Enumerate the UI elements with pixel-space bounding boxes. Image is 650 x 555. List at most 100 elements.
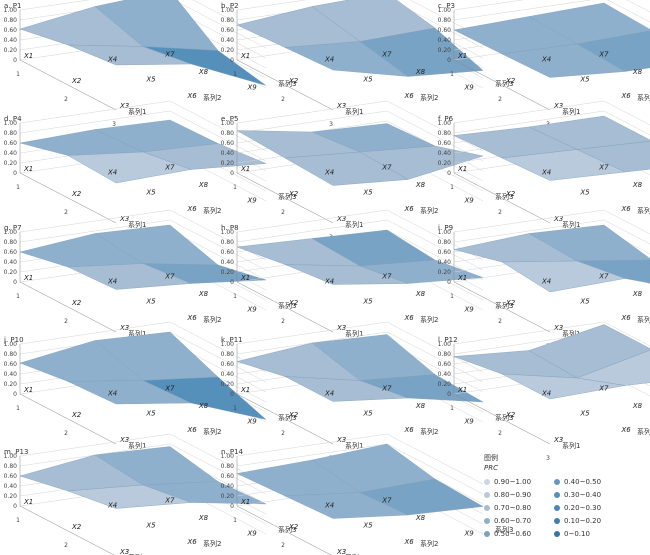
grid-line <box>19 0 267 49</box>
y-tick-label: 0.20 <box>221 381 235 388</box>
x-point-label: X4 <box>107 56 117 64</box>
x-point-label: X3 <box>336 102 346 110</box>
series-tick-label: 系列3 <box>495 525 513 534</box>
x-point-label: X6 <box>621 426 632 434</box>
series-tick-label: 系列1 <box>128 553 146 555</box>
x-point-label: X1 <box>23 498 33 506</box>
series-tick-label: 系列1 <box>128 220 146 229</box>
row-tick-label: 2 <box>281 96 285 103</box>
y-tick-label: 1.00 <box>221 229 235 236</box>
x-point-label: X8 <box>415 181 426 189</box>
x-point-label: X2 <box>288 523 299 531</box>
x-point-label: X5 <box>362 410 373 418</box>
surface-facet <box>67 484 192 509</box>
x-point-label: X6 <box>404 538 415 546</box>
x-point-label: X6 <box>187 426 198 434</box>
row-tick-label: 1 <box>450 71 454 78</box>
x-point-label: X1 <box>240 498 250 506</box>
legend-label: 0.30~0.40 <box>564 491 602 499</box>
chart-title: m. P13 <box>4 448 28 456</box>
x-point-label: X9 <box>464 196 475 204</box>
row-tick-label: 2 <box>498 318 502 325</box>
legend-item: 0.70~0.80 <box>484 503 531 513</box>
x-point-label: X5 <box>362 189 373 197</box>
x-point-label: X8 <box>632 68 643 76</box>
grid-line <box>453 0 650 23</box>
row-tick-label: 2 <box>281 209 285 216</box>
series-tick-label: 系列1 <box>128 329 146 338</box>
row-tick-label: 1 <box>16 517 20 524</box>
x-point-label: X3 <box>119 102 129 110</box>
x-point-label: X2 <box>71 411 82 419</box>
x-point-label: X4 <box>324 390 334 398</box>
grid-line <box>453 321 650 347</box>
x-point-label: X5 <box>145 410 156 418</box>
y-tick-label: 0.40 <box>4 259 18 266</box>
x-point-label: X6 <box>621 205 632 213</box>
x-point-label: X5 <box>579 189 590 197</box>
chart-panel: h. P81.000.800.600.400.200123系列1系列2系列3X1… <box>221 209 513 350</box>
row-axis <box>453 59 551 111</box>
row-tick-label: 1 <box>16 293 20 300</box>
y-tick-label: 0.40 <box>221 483 235 490</box>
y-tick-label: 0.60 <box>221 249 235 256</box>
chart-title: l. P12 <box>438 336 458 344</box>
x-point-label: X8 <box>632 290 643 298</box>
series-tick-label: 系列1 <box>345 220 363 229</box>
y-tick-label: 0.80 <box>221 351 235 358</box>
y-tick-label: 0.60 <box>4 473 18 480</box>
x-point-label: X2 <box>505 77 516 85</box>
y-tick-label: 0.20 <box>4 269 18 276</box>
chart-title: b. P2 <box>221 2 239 10</box>
x-point-label: X3 <box>553 215 563 223</box>
chart-panel: i. P91.000.800.600.400.200123系列1系列2系列3X1… <box>438 209 650 350</box>
surface-facet <box>284 151 409 186</box>
surface-facet <box>67 44 192 66</box>
row-tick-label: 2 <box>498 430 502 437</box>
y-tick-label: 0.80 <box>438 239 452 246</box>
x-point-label: X6 <box>621 314 632 322</box>
y-tick-label: 0.80 <box>221 239 235 246</box>
grid-line <box>19 0 267 39</box>
chart-panel: e. P51.000.800.600.400.200123系列1系列2系列3X1… <box>221 100 513 241</box>
row-axis <box>236 59 334 111</box>
series-tick-label: 系列2 <box>203 539 221 548</box>
series-tick-label: 系列2 <box>203 427 221 436</box>
series-tick-label: 系列2 <box>637 427 650 436</box>
series-tick-label: 系列1 <box>345 441 363 450</box>
legend-title: 图例 <box>484 454 498 462</box>
row-tick-label: 1 <box>450 405 454 412</box>
legend-item: 0.30~0.40 <box>554 490 601 500</box>
y-tick-label: 1.00 <box>438 341 452 348</box>
y-tick-label: 1.00 <box>4 341 18 348</box>
y-tick-label: 0.60 <box>221 140 235 147</box>
surface-facet <box>501 260 626 293</box>
x-point-label: X4 <box>541 169 551 177</box>
legend-item: 0.90~1.00 <box>484 477 531 487</box>
y-tick-label: 1.00 <box>4 7 18 14</box>
grid-line <box>453 110 650 136</box>
chart-panel: n. P141.000.800.600.400.200123系列1系列2系列3X… <box>221 433 513 555</box>
x-point-label: X2 <box>505 299 516 307</box>
grid-line <box>19 110 267 162</box>
legend-label: 0.90~1.00 <box>494 478 532 486</box>
y-tick-label: 0.80 <box>4 351 18 358</box>
series-tick-label: 系列2 <box>420 93 438 102</box>
x-point-label: X2 <box>71 523 82 531</box>
series-tick-label: 系列3 <box>495 192 513 201</box>
series-tick-label: 系列3 <box>278 192 296 201</box>
x-point-label: X8 <box>415 290 426 298</box>
row-tick-label: 2 <box>64 209 68 216</box>
legend-item: 0.20~0.30 <box>554 503 601 513</box>
x-point-label: X3 <box>336 215 346 223</box>
x-point-label: X8 <box>198 514 209 522</box>
legend-label: 0.20~0.30 <box>564 504 602 512</box>
legend-item: 0.10~0.20 <box>554 516 601 526</box>
legend-label: 0~0.10 <box>564 530 590 538</box>
x-point-label: X9 <box>247 529 258 537</box>
x-point-label: X1 <box>23 52 33 60</box>
y-tick-label: 0.20 <box>221 160 235 167</box>
y-tick-label: 0.20 <box>438 47 452 54</box>
grid-line <box>236 433 484 485</box>
